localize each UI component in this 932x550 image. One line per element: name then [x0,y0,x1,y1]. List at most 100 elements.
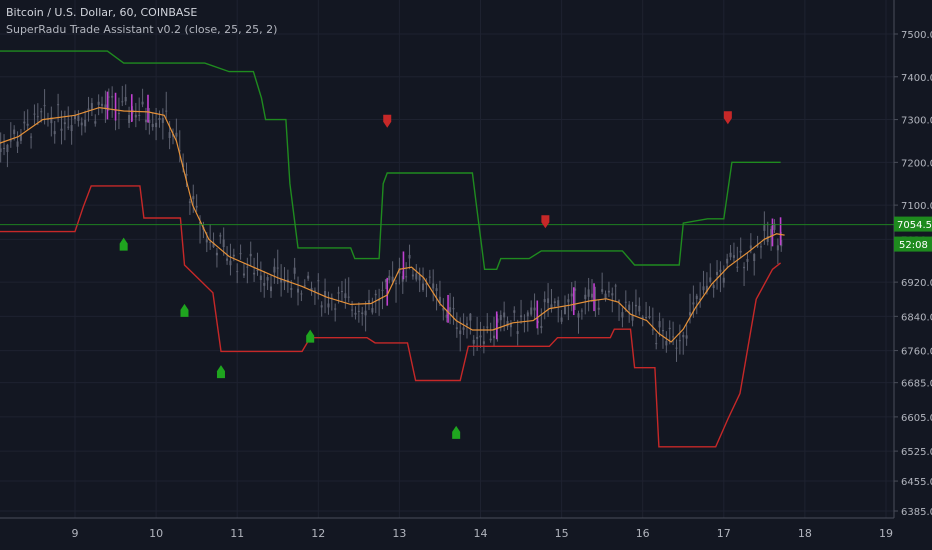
candle-body [33,113,36,115]
candle-body [577,313,580,318]
candles [0,84,783,362]
candle-body [438,296,441,304]
candle-body [418,274,421,281]
buy-signal-icon [452,425,461,439]
candle-body [587,289,590,297]
x-tick-label: 17 [717,527,731,540]
candle-body [347,296,350,298]
candle-body [97,101,100,105]
candle-body [364,310,367,316]
candle-body [422,283,425,291]
chart-grid [0,0,894,518]
candle-body [648,316,651,318]
candle-body [13,129,16,135]
candle-body [340,291,343,293]
candle-body [293,267,296,274]
candle-body [550,304,553,309]
candle-body [283,280,286,283]
candle-body [205,239,208,243]
candle-body [499,314,502,321]
candle-body [94,121,97,124]
candle-body [618,300,621,302]
x-tick-label: 11 [230,527,244,540]
candle-body [509,323,512,328]
candle-body [344,293,347,299]
candle-body [128,114,131,123]
candle-body [482,341,485,344]
candle-body [678,340,681,342]
candle-body [378,299,381,301]
candle-body [361,312,364,315]
candle-body [70,125,73,132]
candle-body [607,290,610,293]
buy-signal-icon [216,365,225,379]
candle-body [432,283,435,289]
candle-body [107,96,110,98]
candle-body [6,144,9,153]
candle-body [388,275,391,281]
candle-body [9,140,12,142]
candle-body [158,117,161,121]
candle-body [580,310,583,312]
candle-body [124,96,127,102]
candle-body [493,335,496,339]
candle-body [290,287,293,290]
candle-body [776,245,779,251]
candle-body [672,336,675,338]
candle-body [702,286,705,291]
indicator-title[interactable]: SuperRadu Trade Assistant v0.2 (close, 2… [6,23,278,36]
candle-body [141,101,144,105]
candle-body [415,273,418,280]
candle-body [249,253,252,257]
candle-body [384,279,387,283]
candle-body [195,205,198,208]
candle-body [641,316,644,319]
candle-body [297,288,300,293]
y-tick-label: 7500.00 [901,30,932,41]
candle-body [462,327,465,330]
candle-body [719,269,722,272]
candle-body [74,115,76,120]
candle-body [165,110,168,112]
price-label-bg [894,216,932,232]
candle-body [611,293,614,296]
candle-body [570,293,573,297]
candle-body [739,250,742,253]
candle-body [591,293,594,298]
candle-body [256,269,259,271]
candle-body [658,321,661,328]
candle-body [334,308,337,310]
candle-body [520,315,523,318]
candle-body [516,331,519,334]
candle-body [23,121,26,124]
candle-body [560,317,563,322]
candle-body [584,294,587,299]
candle-body [134,114,137,118]
candle-body [692,302,695,305]
symbol-title[interactable]: Bitcoin / U.S. Dollar, 60, COINBASE [6,6,198,19]
candle-body [263,282,266,286]
candle-body [526,312,529,317]
candle-body [486,326,489,328]
indicator-lines [0,50,894,448]
candle-body [530,307,533,315]
candle-body [320,305,323,308]
candle-body [351,309,354,311]
candle-body [631,314,634,321]
candle-body [269,286,272,292]
candle-body [60,128,63,131]
candle-body [553,301,556,303]
candle-body [357,310,360,312]
candle-body [709,277,712,282]
x-tick-label: 12 [311,527,325,540]
x-tick-label: 15 [555,527,569,540]
candle-body [36,116,39,118]
candle-body [729,252,732,258]
candle-body [219,235,222,237]
candle-body [161,118,164,123]
candle-body [16,141,19,147]
candle-body [391,276,394,282]
buy-signal-icon [180,303,189,317]
price-label[interactable]: 7054.51 52:08 [894,216,932,252]
